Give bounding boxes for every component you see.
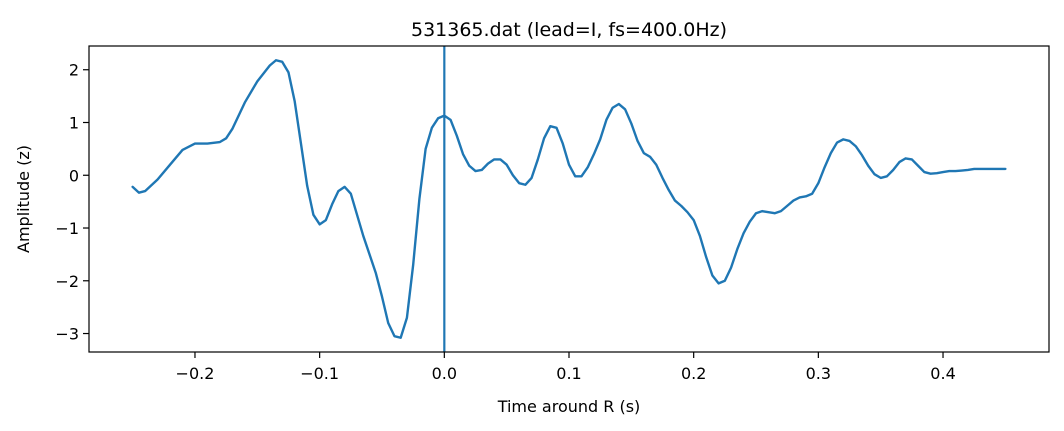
x-axis-label: Time around R (s) (497, 397, 641, 416)
y-axis-label: Amplitude (z) (14, 145, 33, 253)
y-tick-label: 2 (69, 61, 79, 80)
x-tick-label: −0.2 (176, 364, 215, 383)
y-tick-label: 0 (69, 166, 79, 185)
y-tick-label: −3 (55, 325, 79, 344)
chart-title: 531365.dat (lead=I, fs=400.0Hz) (411, 19, 727, 41)
x-tick-label: −0.1 (300, 364, 339, 383)
y-tick-label: −2 (55, 272, 79, 291)
x-tick-label: 0.0 (432, 364, 457, 383)
x-tick-label: 0.1 (556, 364, 581, 383)
y-axis-ticks: 2 1 0 −1 −2 −3 (55, 61, 89, 344)
x-tick-label: 0.4 (930, 364, 955, 383)
series-layer (131, 59, 1007, 339)
series-line-0 (131, 59, 1007, 339)
x-tick-label: 0.3 (806, 364, 831, 383)
y-tick-label: 1 (69, 114, 79, 133)
x-tick-label: 0.2 (681, 364, 706, 383)
x-axis-ticks: −0.2 −0.1 0.0 0.1 0.2 0.3 0.4 (176, 352, 956, 383)
y-tick-label: −1 (55, 219, 79, 238)
